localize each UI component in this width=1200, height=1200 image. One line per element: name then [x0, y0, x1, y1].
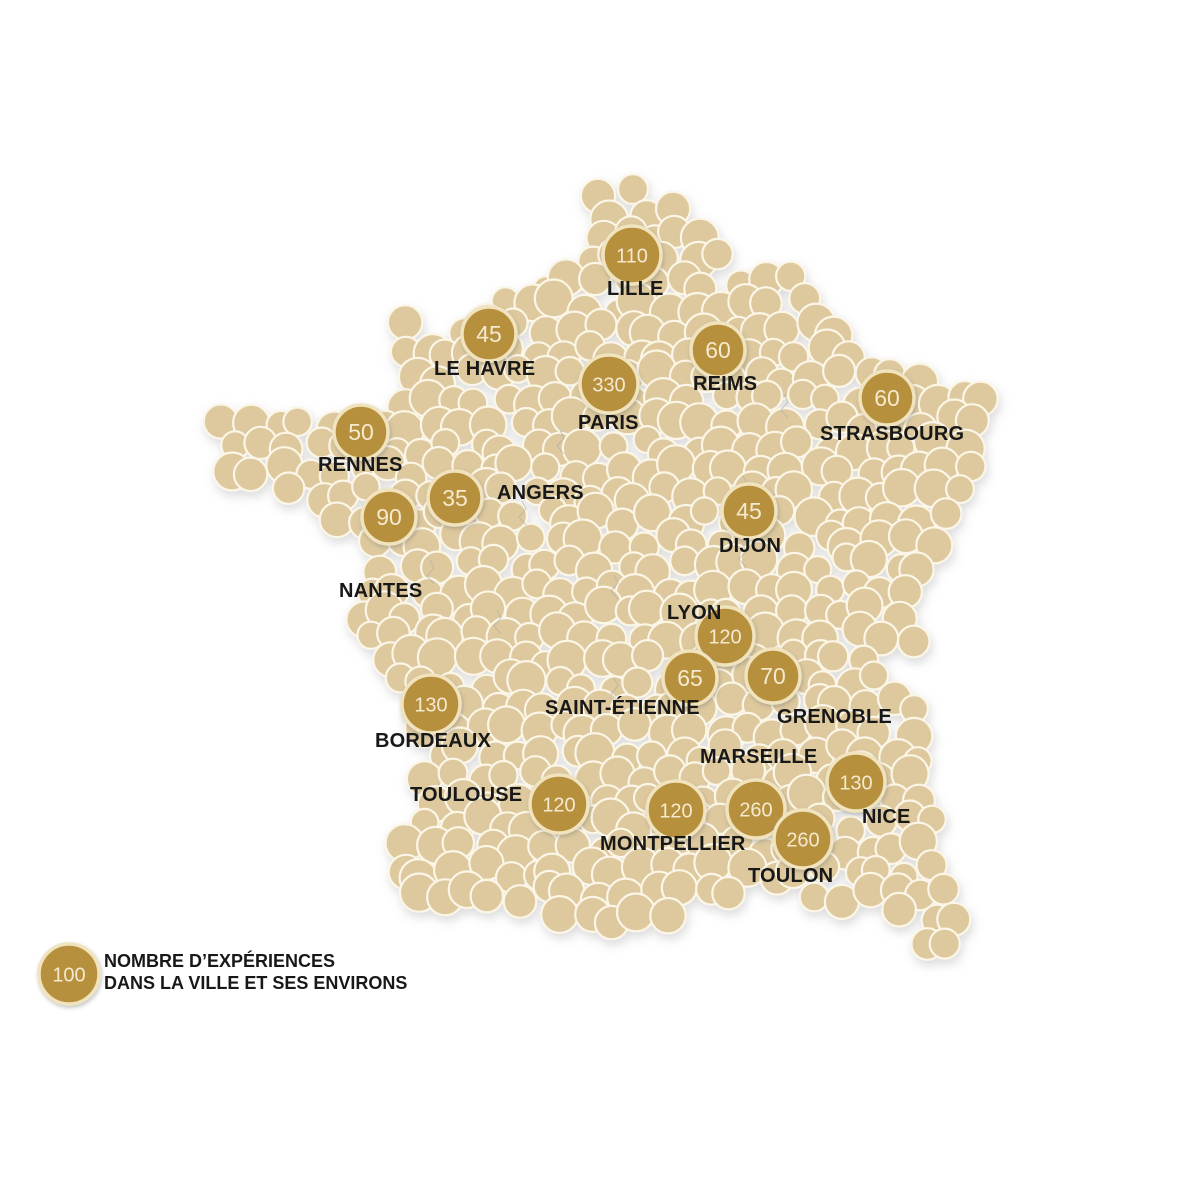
- svg-text:120: 120: [708, 626, 741, 648]
- svg-text:130: 130: [414, 694, 447, 716]
- svg-text:100: 100: [52, 964, 85, 986]
- svg-text:65: 65: [677, 665, 703, 691]
- svg-text:260: 260: [739, 799, 772, 821]
- svg-text:260: 260: [786, 829, 819, 851]
- svg-text:50: 50: [348, 419, 374, 445]
- svg-text:35: 35: [442, 485, 468, 511]
- svg-text:60: 60: [705, 337, 731, 363]
- svg-text:45: 45: [736, 498, 762, 524]
- svg-text:110: 110: [616, 245, 648, 267]
- svg-text:45: 45: [476, 321, 502, 347]
- svg-text:330: 330: [592, 374, 625, 396]
- svg-text:120: 120: [542, 794, 575, 816]
- svg-text:130: 130: [839, 772, 872, 794]
- svg-text:90: 90: [376, 504, 402, 530]
- svg-text:120: 120: [659, 800, 692, 822]
- svg-text:70: 70: [760, 663, 786, 689]
- svg-text:60: 60: [874, 385, 900, 411]
